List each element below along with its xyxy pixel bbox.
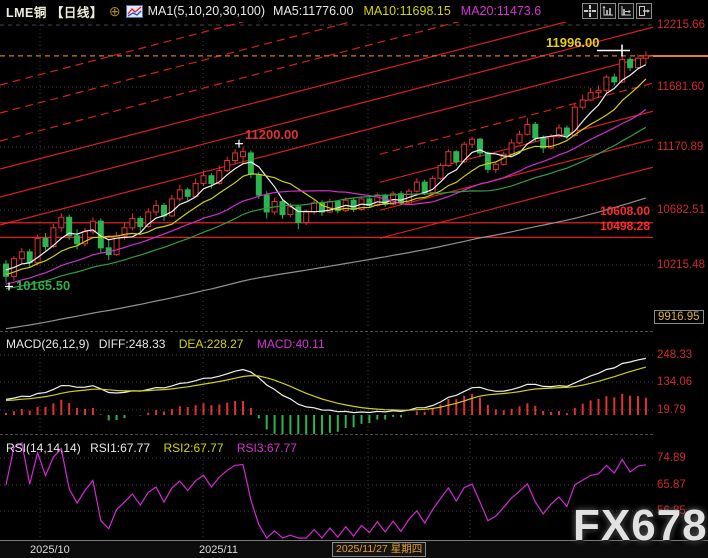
ma-settings-label: MA1(5,10,20,30,100) — [147, 4, 266, 18]
ma5-value-label: MA5:11776.00 — [273, 4, 354, 18]
rsi-chart[interactable] — [0, 437, 653, 540]
rsi-title: RSI(14,14,14) — [6, 441, 81, 455]
exit-icon[interactable] — [636, 3, 652, 19]
header: LME铜 【日线】 ⊕ MA1(5,10,20,30,100) MA5:1177… — [0, 0, 708, 22]
macd-diff-label: DIFF:248.33 — [98, 337, 166, 351]
macd-axis-label: 19.79 — [657, 404, 686, 416]
rsi1-label: RSI1:67.77 — [90, 441, 151, 455]
rsi-axis-label: 65.87 — [657, 479, 686, 491]
price-axis-label: 11170.89 — [657, 141, 704, 153]
symbol-period-label: LME铜 【日线】 — [6, 5, 103, 20]
ma20-value-label: MA20:11473.6 — [460, 4, 542, 18]
price-axis-label: 10215.48 — [657, 259, 705, 271]
axis-shift-icon[interactable] — [618, 3, 634, 19]
rsi-axis-label: 56.85 — [657, 505, 686, 517]
swing-high-label: 11200.00 — [245, 127, 299, 142]
ma10-value-label: MA10:11698.15 — [363, 4, 451, 18]
macd-axis-label: 248.33 — [657, 349, 693, 361]
last-price-axis-mark — [653, 55, 708, 57]
rsi-panel-divider — [0, 434, 653, 435]
macd-dea-label: DEA:228.27 — [178, 337, 244, 351]
time-axis[interactable]: 2025/10 2025/11 2025/11/27 星期四 — [0, 541, 708, 558]
support-line-label-1: 10608.00 — [599, 204, 650, 218]
rsi-axis-label: 74.89 — [657, 452, 686, 464]
price-axis-label: 11681.60 — [657, 81, 705, 93]
month-label-oct: 2025/10 — [30, 544, 70, 556]
period-low-label: 10165.50 — [16, 278, 71, 293]
rsi3-label: RSI3:67.77 — [236, 441, 297, 455]
axis-bottom-badge: 9916.95 — [654, 310, 704, 324]
macd-value-label: MACD:40.11 — [256, 337, 325, 351]
support-line-label-2: 10498.28 — [599, 219, 650, 233]
watermark: FX678 — [573, 501, 708, 550]
current-date-badge: 2025/11/27 星期四 — [332, 542, 427, 557]
macd-chart[interactable] — [0, 332, 653, 436]
rsi2-label: RSI2:67.77 — [163, 441, 224, 455]
axis-scale-icon[interactable] — [600, 3, 616, 19]
month-label-nov: 2025/11 — [199, 544, 238, 556]
time-axis-divider — [0, 540, 708, 541]
add-indicator-icon[interactable]: ⊕ — [108, 3, 121, 19]
macd-header: MACD(26,12,9) DIFF:248.33 DEA:228.27 MAC… — [6, 337, 325, 351]
chart-type-icon[interactable] — [125, 4, 143, 18]
crosshair-icon[interactable] — [582, 3, 598, 19]
macd-title: MACD(26,12,9) — [6, 337, 90, 351]
macd-axis-label: 134.06 — [657, 376, 693, 388]
macd-panel-divider — [0, 331, 653, 332]
main-price-chart[interactable] — [0, 22, 653, 331]
price-axis-label: 10682.51 — [657, 204, 705, 216]
period-high-label: 11996.00 — [546, 35, 600, 50]
price-axis-label: 12215.66 — [657, 19, 705, 31]
rsi-header: RSI(14,14,14) RSI1:67.77 RSI2:67.77 RSI3… — [6, 441, 297, 455]
toolbar — [582, 3, 652, 19]
